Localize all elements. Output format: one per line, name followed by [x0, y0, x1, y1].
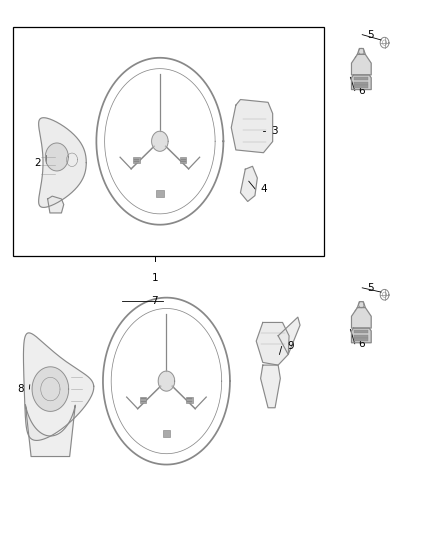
Polygon shape [39, 118, 86, 207]
Bar [354, 82, 368, 85]
Text: 4: 4 [261, 184, 267, 194]
Bar [354, 338, 368, 341]
Text: 5: 5 [367, 30, 374, 39]
Polygon shape [357, 49, 365, 54]
Text: 9: 9 [287, 342, 293, 351]
Text: 7: 7 [151, 296, 158, 306]
Polygon shape [278, 317, 300, 354]
Polygon shape [48, 196, 64, 213]
Bar [354, 335, 368, 338]
Bar [156, 190, 164, 197]
Bar [354, 330, 368, 333]
Polygon shape [256, 322, 289, 365]
Polygon shape [351, 75, 371, 90]
Text: 1: 1 [152, 273, 159, 283]
Polygon shape [152, 131, 168, 151]
Text: 8: 8 [18, 384, 24, 394]
Bar [180, 157, 186, 163]
Text: 5: 5 [367, 283, 374, 293]
Polygon shape [24, 333, 94, 440]
Bar [162, 430, 170, 437]
Bar [354, 77, 368, 80]
Bar [134, 157, 140, 163]
Bar [354, 85, 368, 88]
Polygon shape [32, 367, 69, 411]
Polygon shape [351, 54, 371, 75]
Polygon shape [25, 405, 75, 456]
Polygon shape [231, 100, 272, 152]
Polygon shape [357, 302, 365, 308]
Polygon shape [46, 143, 68, 171]
Polygon shape [240, 166, 257, 201]
Polygon shape [261, 365, 280, 408]
Polygon shape [351, 328, 371, 343]
Bar [13, 27, 324, 256]
Polygon shape [158, 371, 175, 391]
Text: 6: 6 [358, 86, 365, 95]
Text: 2: 2 [34, 158, 41, 167]
Text: 3: 3 [271, 126, 277, 135]
Polygon shape [351, 308, 371, 328]
Bar [140, 397, 146, 402]
Text: 6: 6 [358, 339, 365, 349]
Bar [187, 397, 193, 402]
